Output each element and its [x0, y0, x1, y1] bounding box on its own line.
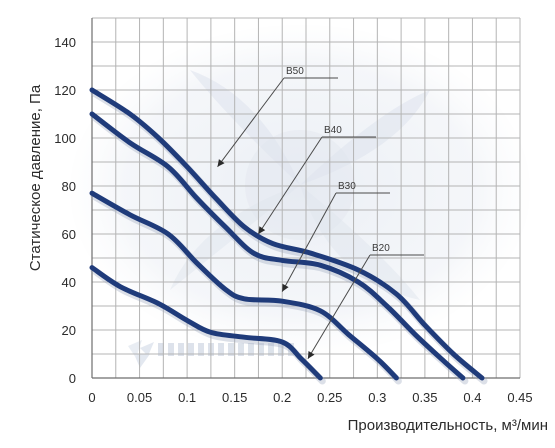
x-axis-title: Производительность, м³/мин [348, 417, 548, 434]
series-tag-b40: B40 [324, 125, 342, 136]
x-tick-label: 0.25 [317, 390, 342, 405]
annotation-arrowhead [282, 283, 289, 292]
y-tick-label: 140 [54, 35, 76, 50]
y-axis-title: Статическое давление, Па [27, 84, 44, 271]
x-tick-label: 0.15 [222, 390, 247, 405]
series-tag-b20: B20 [372, 243, 390, 254]
y-tick-label: 0 [69, 371, 76, 386]
watermark-bar [218, 343, 224, 356]
y-tick-label: 20 [62, 323, 76, 338]
x-tick-label: 0.35 [412, 390, 437, 405]
annotation-leader-line [217, 77, 285, 168]
annotation-b40: B40 [258, 125, 376, 235]
tick-labels: 0 0.05 0.1 0.15 0.2 0.25 0.3 0.35 0.4 0.45 0 20 40 60… [54, 35, 532, 405]
x-tick-label: 0.1 [178, 390, 196, 405]
x-tick-label: 0.45 [507, 390, 532, 405]
watermark-bar [188, 343, 194, 356]
watermark-bar [198, 343, 204, 356]
axes [91, 18, 520, 379]
annotation-leader-line [307, 254, 371, 360]
y-tick-label: 40 [62, 275, 76, 290]
annotation-arrowhead [307, 351, 315, 359]
y-tick-label: 120 [54, 83, 76, 98]
x-tick-label: 0 [88, 390, 95, 405]
series-annotations: B50 B40 B30 B20 [217, 66, 424, 360]
annotation-arrowhead [258, 226, 266, 234]
x-tick-label: 0.3 [368, 390, 386, 405]
y-tick-label: 60 [62, 227, 76, 242]
watermark-bar [258, 343, 264, 356]
watermark-bar [268, 343, 274, 356]
series-lines [89, 87, 488, 385]
watermark-bar [248, 343, 254, 356]
annotation-leader-line [281, 192, 337, 292]
series-tag-b30: B30 [338, 181, 356, 192]
grid [91, 17, 521, 379]
series-line-b20 [89, 265, 323, 381]
series-line-b30 [89, 190, 399, 381]
annotation-b20: B20 [307, 243, 424, 360]
watermark-bar [278, 343, 284, 356]
annotation-arrowhead [217, 159, 225, 167]
series-line-b50 [89, 87, 485, 381]
annotation-b50: B50 [217, 66, 338, 168]
annotation-leader-line [258, 136, 323, 235]
watermark-bar [238, 343, 244, 356]
series-line-b40 [89, 111, 466, 381]
x-tick-label: 0.2 [273, 390, 291, 405]
y-tick-label: 100 [54, 131, 76, 146]
series-tag-b50: B50 [286, 66, 304, 77]
annotation-b30: B30 [281, 181, 390, 292]
watermark-bar [178, 343, 184, 356]
watermark-bar [228, 343, 234, 356]
x-tick-label: 0.4 [463, 390, 481, 405]
watermark-bar [168, 343, 174, 356]
y-tick-label: 80 [62, 179, 76, 194]
watermark-bar [158, 343, 164, 356]
x-tick-label: 0.05 [127, 390, 152, 405]
